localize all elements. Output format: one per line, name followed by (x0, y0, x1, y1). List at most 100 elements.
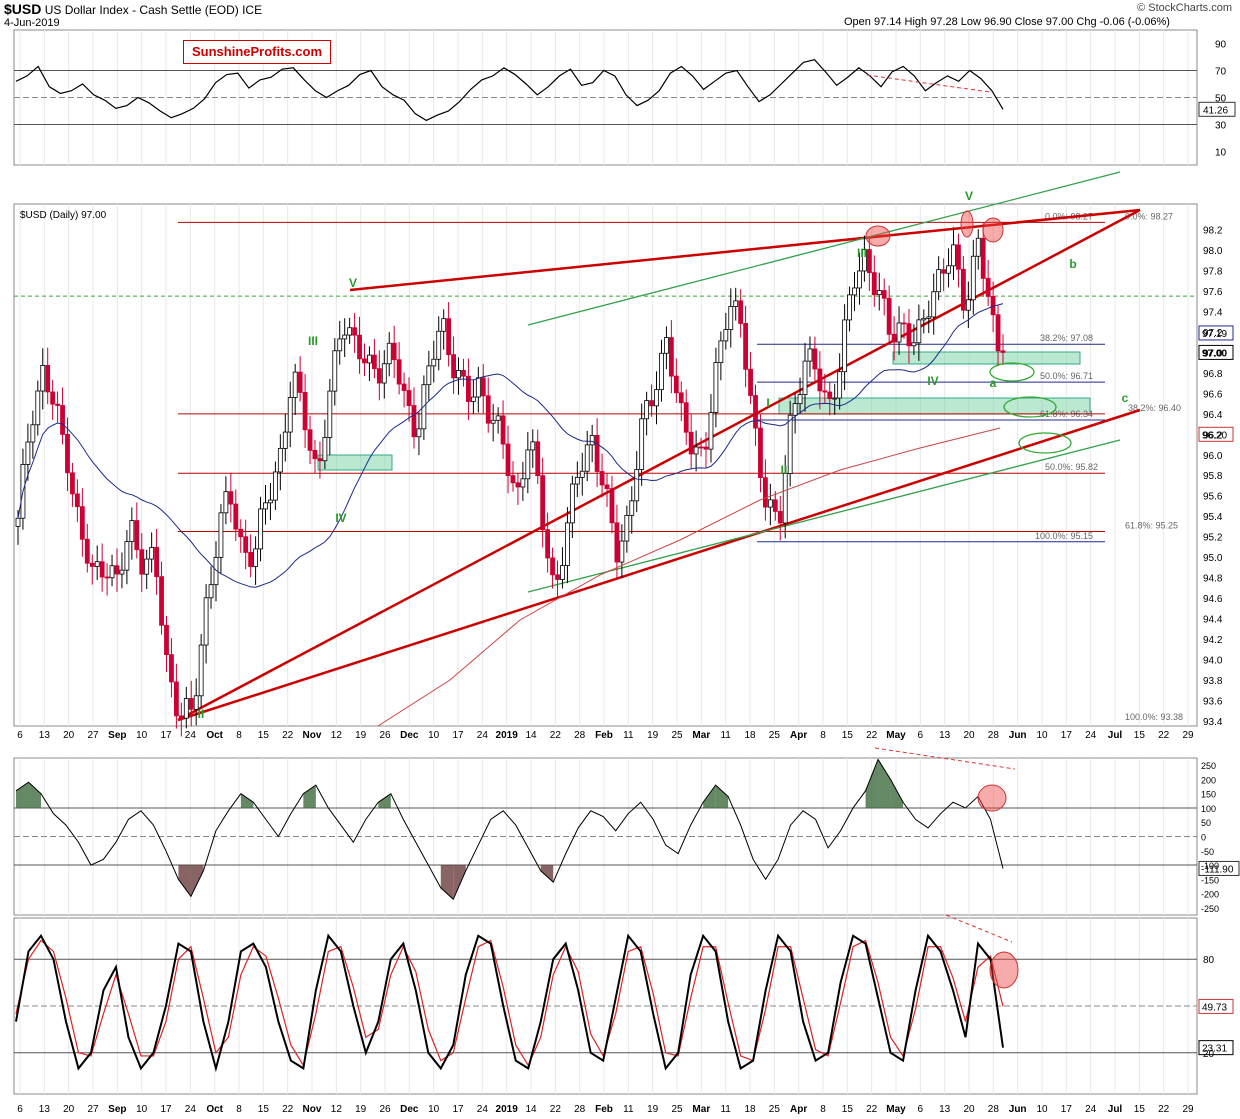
fib-label: 38.2%: 97.08 (1040, 333, 1093, 343)
x-tick-label: 8 (820, 1104, 826, 1115)
x-tick-label: 22 (866, 1104, 878, 1115)
candle-body (15, 517, 21, 527)
candle-body (886, 297, 892, 335)
cci-overbought-fill (865, 759, 879, 808)
candle-body (574, 476, 580, 485)
candle-body (337, 338, 343, 352)
cci-value-tag (1198, 860, 1240, 876)
x-tick-label: 15 (842, 1104, 854, 1115)
candle-body (545, 529, 551, 559)
candle-body (728, 306, 734, 330)
candle-body (386, 342, 392, 365)
x-tick-label: Nov (303, 730, 322, 741)
rsi-y-tick: 10 (1215, 148, 1227, 159)
candle-body (144, 558, 150, 575)
cci-last-value: -111.90 (1201, 864, 1234, 875)
cci-overbought-fill (16, 782, 29, 808)
x-tick-label: May (886, 1104, 906, 1115)
candle-body (812, 348, 818, 370)
x-tick-label: 20 (63, 1104, 75, 1115)
fib-label: 38.2%: 96.40 (1128, 403, 1181, 413)
candle-body (510, 475, 516, 484)
candle-body (376, 368, 382, 384)
stoch-y-tick: 80 (1203, 955, 1215, 966)
candle-body (282, 431, 288, 449)
x-tick-label: 13 (939, 730, 951, 741)
price-y-tick: 95.8 (1203, 471, 1223, 482)
candle-body (401, 383, 407, 391)
x-tick-label: 18 (744, 1104, 756, 1115)
fib-label: 50.0%: 96.71 (1040, 371, 1093, 381)
candle-body (495, 415, 501, 421)
x-tick-label: Apr (790, 1104, 807, 1115)
candle-body (792, 403, 798, 416)
candle-body (926, 316, 932, 319)
candle-body (411, 405, 417, 438)
x-tick-label: 19 (647, 1104, 659, 1115)
x-tick-label: 17 (1061, 730, 1073, 741)
candle-body (733, 300, 739, 307)
stochastic-panel: 49.73 23.31 (14, 914, 1234, 1073)
target-ellipse (989, 362, 1035, 382)
cci-highlight (977, 784, 1007, 812)
x-tick-label: Oct (206, 1104, 223, 1115)
cci-overbought-fill (378, 793, 391, 808)
x-tick-label: 12 (331, 730, 343, 741)
candle-body (941, 269, 947, 274)
candle-body (832, 397, 838, 400)
target-ellipse (1018, 432, 1072, 454)
gridlines (19, 30, 1189, 1094)
candle-body (272, 471, 278, 501)
x-tick-label: 22 (1158, 730, 1170, 741)
x-tick-label: 24 (477, 730, 489, 741)
x-tick-label: 22 (550, 730, 562, 741)
stoch-divergence-line (945, 914, 1013, 943)
green-channel-upper (527, 171, 1121, 326)
candle-body (629, 500, 635, 516)
x-tick-label: 13 (939, 1104, 951, 1115)
x-tick-label: Dec (400, 730, 419, 741)
price-tag (1198, 325, 1234, 341)
support-zone (892, 351, 1081, 365)
candle-body (921, 317, 927, 321)
candle-body (342, 334, 348, 340)
candle-body (307, 429, 313, 451)
candle-body (975, 237, 981, 257)
wave-label: a (990, 376, 997, 390)
candle-body (426, 365, 432, 386)
x-tick-label: Dec (400, 1104, 419, 1115)
candle-body (258, 508, 263, 550)
candle-body (55, 403, 60, 406)
candle-body (203, 597, 209, 646)
stoch-last-value: 23.31 (1202, 1044, 1227, 1055)
candle-body (649, 400, 654, 407)
instrument-name: US Dollar Index - Cash Settle (EOD) ICE (44, 3, 263, 17)
candle-body (233, 503, 239, 530)
x-tick-label: Jul (1108, 730, 1123, 741)
candle-body (956, 244, 961, 270)
cci-y-tick: 100 (1201, 804, 1216, 814)
x-tick-label: Sep (108, 1104, 126, 1115)
candle-body (985, 277, 991, 297)
candle-body (302, 392, 308, 431)
price-y-tick: 96.0 (1203, 451, 1223, 462)
target-ellipse (1003, 396, 1057, 418)
cci-overbought-fill (703, 785, 716, 808)
candle-body (594, 434, 600, 472)
candle-body (525, 449, 531, 480)
candle-body (347, 327, 353, 336)
candle-body (30, 424, 36, 443)
candle-body (159, 576, 164, 626)
candle-body (362, 358, 367, 364)
candle-body (193, 695, 199, 710)
cci-y-tick: -100 (1201, 861, 1219, 871)
candle-body (763, 477, 768, 508)
rsi-line (15, 59, 1004, 122)
candle-body (535, 441, 541, 477)
x-tick-label: Feb (595, 1104, 613, 1115)
x-tick-label: 17 (452, 1104, 464, 1115)
price-y-tick: 98.0 (1203, 246, 1223, 257)
x-tick-label: 28 (988, 1104, 1000, 1115)
candle-body (490, 419, 496, 424)
candle-body (277, 447, 283, 473)
